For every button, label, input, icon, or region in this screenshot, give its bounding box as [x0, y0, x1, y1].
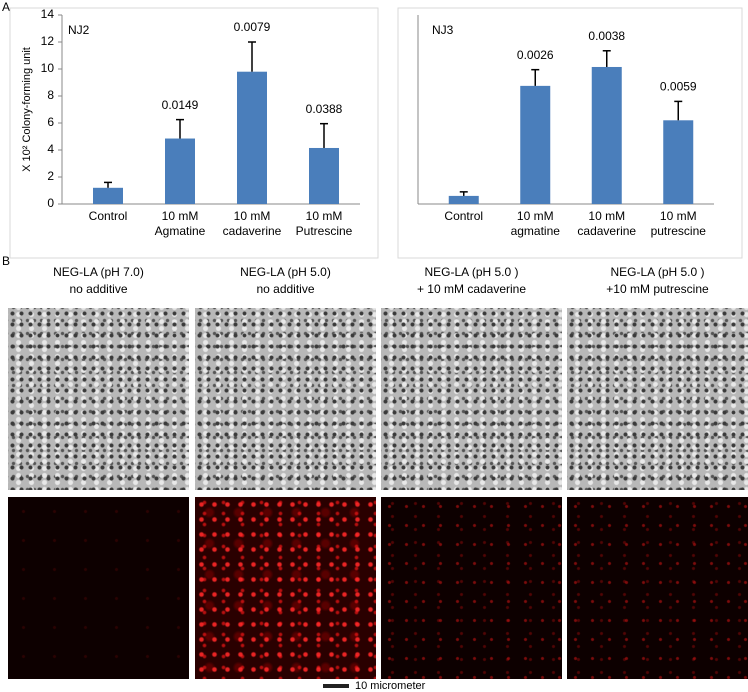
chart-frame [9, 7, 379, 259]
x-tick-label: 10 mM cadaverine [222, 209, 282, 238]
bar [520, 85, 551, 204]
p-value: 0.0388 [306, 102, 343, 116]
fluorescence-image [195, 497, 376, 679]
y-tick-label: 4 [47, 142, 54, 156]
bar [448, 195, 479, 204]
p-value: 0.0079 [234, 20, 271, 34]
y-axis-label: X 10² Colony-forming unit [21, 47, 33, 172]
p-value: 0.0149 [162, 98, 199, 112]
image-title: NEG-LA (pH 5.0 ) [424, 265, 519, 279]
x-tick-label: 10 mM Putrescine [295, 209, 353, 238]
y-tick-label: 14 [41, 7, 55, 21]
image-title: NEG-LA (pH 5.0 ) [610, 265, 705, 279]
chart-frame [397, 7, 743, 259]
bar [165, 138, 195, 204]
x-tick-label: 10 mM agmatine [510, 209, 560, 238]
y-tick-label: 2 [47, 169, 54, 183]
panel-label: A [2, 0, 10, 14]
x-tick-label: Control [444, 209, 484, 223]
p-value: 0.0038 [588, 29, 625, 43]
fluorescence-image [381, 497, 562, 679]
fluorescence-image [567, 497, 748, 679]
y-tick-label: 8 [47, 88, 54, 102]
image-subtitle: no additive [256, 282, 315, 296]
x-tick-label: 10 mM cadaverine [577, 209, 637, 238]
brightfield-image [8, 308, 189, 490]
brightfield-image [195, 308, 376, 490]
charts: A NJ2 X 10² Colony-forming unit 0 2 4 6 8 10 12 1… [2, 0, 743, 259]
scale-bar [323, 684, 349, 688]
brightfield-image [381, 308, 562, 490]
bar [309, 147, 339, 204]
y-tick-label: 12 [41, 34, 55, 48]
chart-label: NJ2 [68, 23, 90, 37]
image-subtitle: no additive [69, 282, 128, 296]
image-subtitle: +10 mM putrescine [606, 282, 709, 296]
bar [93, 187, 123, 204]
image-subtitle: + 10 mM cadaverine [416, 282, 527, 296]
x-tick-label: 10 mM Agmatine [154, 209, 206, 238]
bar [591, 66, 622, 204]
y-tick-label: 10 [41, 61, 55, 75]
bar [237, 71, 267, 204]
p-value: 0.0059 [660, 80, 697, 94]
x-tick-label: Control [88, 209, 128, 223]
image-title: NEG-LA (pH 5.0) [240, 265, 331, 279]
fluorescence-image [8, 497, 189, 679]
image-title: NEG-LA (pH 7.0) [53, 265, 144, 279]
brightfield-image [567, 308, 748, 490]
x-tick-label: 10 mM putrescine [650, 209, 706, 238]
chart-label: NJ3 [432, 23, 454, 37]
scale-bar-label: 10 micrometer [355, 680, 426, 692]
bar [663, 120, 694, 204]
y-tick-label: 0 [47, 196, 54, 210]
y-tick-label: 6 [47, 115, 54, 129]
p-value: 0.0026 [517, 48, 554, 62]
